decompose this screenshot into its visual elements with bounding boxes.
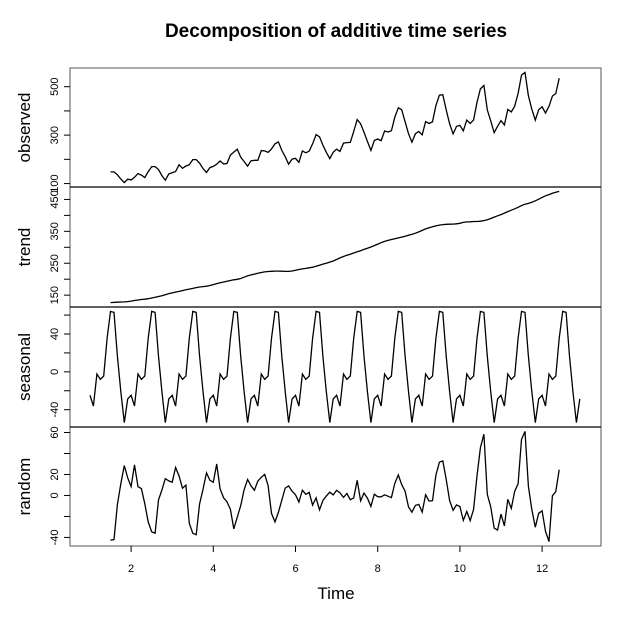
y-axis-label-observed: observed xyxy=(15,93,34,163)
y-tick-label: 40 xyxy=(49,328,61,340)
x-tick-label: 4 xyxy=(210,563,216,575)
x-tick-label: 12 xyxy=(536,563,548,575)
y-axis-label-trend: trend xyxy=(15,228,34,267)
y-tick-label: 500 xyxy=(49,78,61,96)
chart-title: Decomposition of additive time series xyxy=(165,21,507,42)
y-tick-label: 150 xyxy=(49,286,61,304)
series-line-observed xyxy=(110,71,560,184)
y-tick-label: -40 xyxy=(49,529,61,545)
x-tick-label: 6 xyxy=(292,563,298,575)
panel-seasonal: seasonal -40 0 40 xyxy=(15,306,602,428)
x-tick-label: 10 xyxy=(454,563,466,575)
x-axis-label: Time xyxy=(317,584,354,603)
panel-observed: observed 100 300 500 xyxy=(15,67,602,193)
panel-trend: trend 150 250 350 450 xyxy=(15,186,602,308)
series-line-trend xyxy=(110,190,560,304)
y-tick-label: 20 xyxy=(49,468,61,480)
y-tick-label: 100 xyxy=(49,174,61,192)
series-line-random xyxy=(110,431,560,542)
y-tick-label: 300 xyxy=(49,126,61,144)
x-axis: 2 4 6 8 10 12 xyxy=(128,546,548,575)
x-tick-label: 2 xyxy=(128,563,134,575)
y-tick-label: 250 xyxy=(49,254,61,272)
y-tick-label: -40 xyxy=(49,402,61,418)
y-tick-label: 450 xyxy=(49,190,61,208)
y-axis-label-random: random xyxy=(15,458,34,516)
panel-random: random -40 0 20 60 xyxy=(15,426,602,547)
y-tick-label: 0 xyxy=(49,492,61,498)
series-line-seasonal xyxy=(89,310,581,423)
x-tick-label: 8 xyxy=(375,563,381,575)
y-tick-label: 0 xyxy=(49,369,61,375)
y-axis-label-seasonal: seasonal xyxy=(15,333,34,401)
y-tick-label: 60 xyxy=(49,426,61,438)
y-tick-label: 350 xyxy=(49,222,61,240)
